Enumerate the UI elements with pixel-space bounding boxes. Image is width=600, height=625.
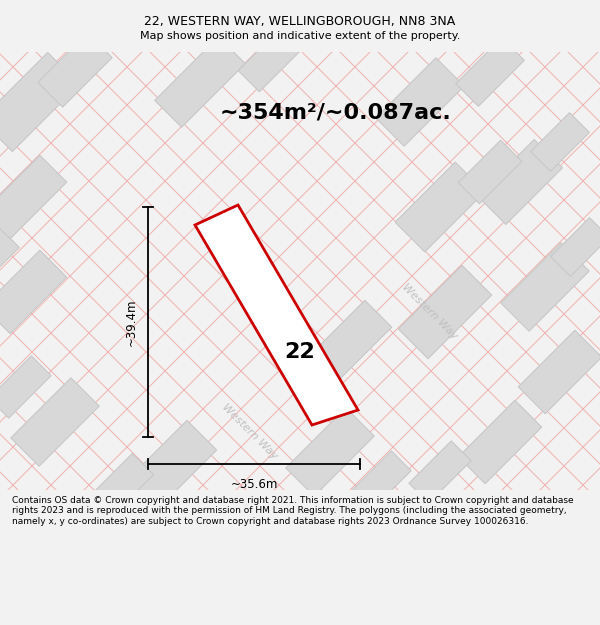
Polygon shape [11,378,99,466]
Polygon shape [349,451,411,513]
Polygon shape [398,266,491,359]
Text: ~39.4m: ~39.4m [125,298,138,346]
Polygon shape [124,421,217,514]
Polygon shape [376,58,464,146]
Polygon shape [518,330,600,414]
Polygon shape [478,139,562,224]
Polygon shape [195,205,358,425]
Polygon shape [155,37,245,128]
Polygon shape [0,52,79,151]
Polygon shape [0,228,19,286]
Polygon shape [530,112,589,171]
Polygon shape [456,38,524,106]
Text: Western Way: Western Way [400,282,460,342]
Polygon shape [551,217,600,276]
Polygon shape [0,250,67,334]
Polygon shape [0,155,67,239]
Polygon shape [458,400,542,484]
Polygon shape [458,140,522,204]
Text: ~354m²/~0.087ac.: ~354m²/~0.087ac. [220,102,452,122]
Polygon shape [409,441,471,503]
Polygon shape [0,356,51,418]
Polygon shape [238,28,302,92]
Polygon shape [286,408,374,496]
Text: Contains OS data © Crown copyright and database right 2021. This information is : Contains OS data © Crown copyright and d… [12,496,574,526]
Text: Map shows position and indicative extent of the property.: Map shows position and indicative extent… [140,31,460,41]
Text: ~35.6m: ~35.6m [230,478,278,491]
Polygon shape [395,162,485,252]
Polygon shape [501,242,589,331]
Polygon shape [86,453,154,521]
Polygon shape [308,300,392,384]
Polygon shape [38,33,112,107]
Text: 22, WESTERN WAY, WELLINGBOROUGH, NN8 3NA: 22, WESTERN WAY, WELLINGBOROUGH, NN8 3NA [145,14,455,28]
Text: Western Way: Western Way [220,402,280,462]
Text: 22: 22 [284,342,316,362]
